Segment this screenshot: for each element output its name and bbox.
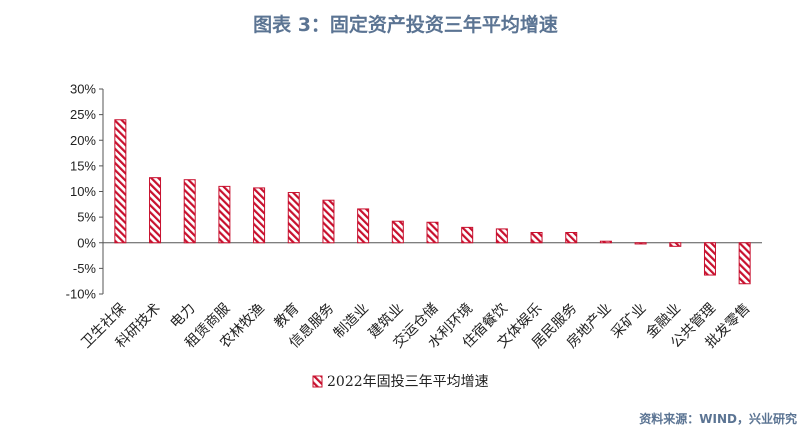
x-tick-label: 电力 — [167, 301, 198, 332]
x-tick-label: 制造业 — [331, 301, 372, 342]
legend-swatch — [312, 375, 323, 388]
bar — [565, 232, 578, 244]
y-tick-label: 10% — [70, 184, 96, 199]
y-tick-label: -5% — [73, 261, 97, 276]
y-tick-labels: 30% 25% 20% 15% 10% 5% 0% -5% -10% — [66, 82, 97, 302]
x-tick-label: 采矿业 — [608, 301, 649, 342]
bar — [738, 242, 751, 285]
y-tick-label: 30% — [70, 82, 96, 97]
y-tick-label: 25% — [70, 107, 96, 122]
legend-label: 2022年固投三年平均增速 — [327, 374, 489, 390]
bar — [253, 187, 266, 244]
bar — [634, 242, 647, 245]
y-tick-label: 5% — [77, 210, 96, 225]
bar — [218, 185, 231, 244]
bar — [599, 240, 612, 244]
y-tick-label: 0% — [77, 235, 96, 250]
bars-group — [114, 119, 751, 285]
y-tick-label: -10% — [66, 287, 97, 302]
bar — [530, 232, 543, 244]
bar — [183, 179, 196, 244]
bar — [461, 226, 474, 244]
bar — [287, 192, 300, 244]
chart-title: 图表 3：固定资产投资三年平均增速 — [253, 14, 558, 36]
bar — [322, 199, 335, 244]
bar — [391, 220, 404, 244]
axes — [99, 88, 762, 295]
bar — [426, 221, 439, 244]
bar — [149, 177, 162, 244]
source-note: 资料来源：WIND，兴业研究 — [639, 412, 797, 426]
bar — [495, 228, 508, 244]
y-tick-label: 15% — [70, 158, 96, 173]
legend: 2022年固投三年平均增速 — [312, 374, 489, 390]
x-tick-label: 教育 — [271, 301, 302, 332]
bar — [114, 119, 127, 244]
bar — [703, 242, 716, 276]
bar — [357, 208, 370, 244]
y-tick-label: 20% — [70, 133, 96, 148]
bar — [669, 242, 682, 247]
